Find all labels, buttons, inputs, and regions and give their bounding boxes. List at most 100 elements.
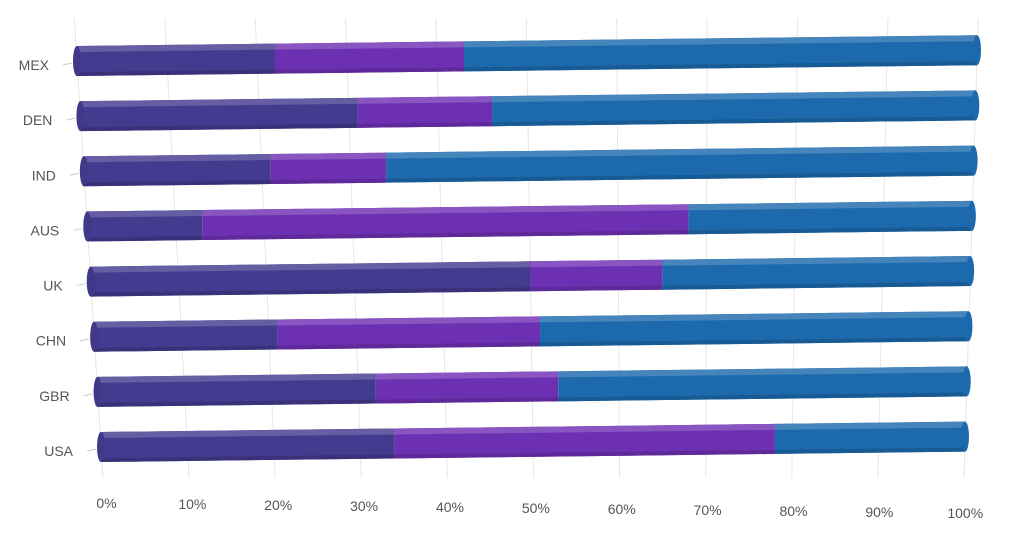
bar-highlight <box>97 373 376 383</box>
grid-line <box>791 17 799 479</box>
bar-row <box>93 366 971 407</box>
grid-line <box>877 17 889 479</box>
x-tick-label: 40% <box>436 499 464 515</box>
bar-shadow <box>464 61 977 72</box>
bar-row <box>73 35 981 76</box>
grid-lines <box>73 17 979 479</box>
bar-shadow <box>386 171 974 183</box>
bar-shadow <box>202 230 689 241</box>
category-leader-line <box>66 117 76 121</box>
bar-shadow <box>774 447 965 454</box>
bar-segment <box>77 43 275 76</box>
bar-row <box>79 145 978 187</box>
bar-shadow <box>275 67 464 74</box>
bar-highlight <box>275 41 464 50</box>
bars <box>73 35 981 462</box>
bar-cap-end <box>961 421 969 452</box>
x-tick-label: 100% <box>947 505 983 521</box>
bar-segment <box>83 154 271 187</box>
bar-shadow <box>87 236 203 242</box>
bar-shadow <box>375 397 559 404</box>
bar-shadow <box>270 178 387 185</box>
bar-shadow <box>540 337 969 347</box>
bar-shadow <box>77 69 275 76</box>
bar-shadow <box>558 392 967 402</box>
bar-cap-end <box>964 311 973 342</box>
category-label: UK <box>43 278 63 294</box>
bar-highlight <box>90 261 531 273</box>
bar-shadow <box>530 285 663 292</box>
bar-row <box>76 90 980 132</box>
x-tick-label: 50% <box>522 500 550 516</box>
bar-highlight <box>101 428 395 438</box>
bar-highlight <box>688 200 972 211</box>
bar-shadow <box>94 345 278 352</box>
bar-shadow <box>492 116 976 127</box>
bar-shadow <box>101 454 395 462</box>
bar-segment <box>530 259 663 292</box>
bar-cap-end <box>966 256 975 287</box>
bar-segment <box>94 319 278 352</box>
grid-line <box>73 17 104 479</box>
category-leader-line <box>76 283 86 287</box>
bar-shadow <box>83 180 271 187</box>
bar-shadow <box>357 122 493 128</box>
x-tick-label: 30% <box>350 498 378 514</box>
value-axis: 0% 10% 20% 30% 40% 50% 60% 70% 80% 90% 100% <box>96 495 983 521</box>
category-label: IND <box>32 167 56 183</box>
x-tick-label: 90% <box>865 504 893 520</box>
x-tick-label: 10% <box>178 496 206 512</box>
bar-highlight <box>83 154 271 163</box>
bar-highlight <box>202 204 689 217</box>
category-leader-line <box>73 227 83 231</box>
x-tick-label: 60% <box>608 501 636 517</box>
x-tick-label: 70% <box>694 502 722 518</box>
bar-segment <box>357 96 493 128</box>
grid-line <box>963 17 979 479</box>
bar-cap-start <box>73 46 81 76</box>
bar-shadow <box>688 226 972 235</box>
category-label: DEN <box>23 112 53 128</box>
bar-cap-start <box>76 101 85 132</box>
bar-cap-end <box>969 145 978 176</box>
bar-shadow <box>394 449 775 459</box>
category-label: CHN <box>36 333 66 349</box>
category-leader-line <box>86 448 97 452</box>
bar-row <box>86 256 975 297</box>
bar-highlight <box>558 366 967 378</box>
category-axis: MEX DEN IND AUS UK CHN GBR USA <box>19 57 97 459</box>
bar-highlight <box>277 316 541 326</box>
x-tick-label: 80% <box>779 503 807 519</box>
bar-shadow <box>277 342 541 350</box>
bar-segment <box>87 210 203 242</box>
grid-line <box>435 17 448 479</box>
bar-shadow <box>80 123 358 132</box>
bar-highlight <box>77 43 275 52</box>
category-leader-line <box>83 393 93 397</box>
x-tick-label: 20% <box>264 497 292 513</box>
bar-highlight <box>662 256 971 266</box>
grid-line <box>705 17 708 479</box>
category-label: GBR <box>39 388 69 404</box>
bar-cap-start <box>93 376 102 407</box>
bar-highlight <box>94 319 278 328</box>
bar-row <box>97 421 969 462</box>
bar-highlight <box>464 35 977 48</box>
bar-highlight <box>394 423 775 435</box>
bar-highlight <box>375 371 559 380</box>
bar-segment <box>774 421 965 454</box>
bar-row <box>83 200 976 242</box>
grid-line <box>525 17 534 479</box>
bar-highlight <box>80 97 358 108</box>
bar-segment <box>375 371 559 404</box>
bar-cap-start <box>86 266 95 297</box>
x-tick-label: 0% <box>96 495 116 511</box>
bar-highlight <box>357 96 493 104</box>
bar-cap-end <box>971 90 980 121</box>
bar-shadow <box>90 287 531 297</box>
grid-line <box>254 17 276 479</box>
bar-highlight <box>530 259 663 268</box>
grid-line <box>164 17 190 479</box>
bar-row <box>90 311 973 352</box>
